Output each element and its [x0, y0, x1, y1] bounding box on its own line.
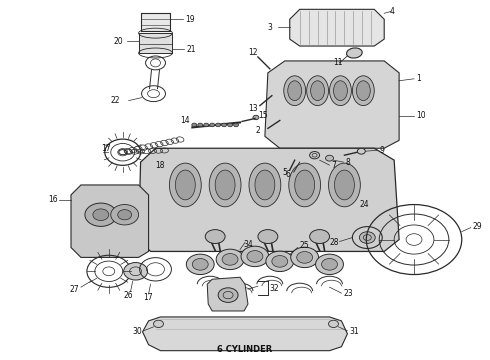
Circle shape [192, 258, 208, 270]
Bar [141, 13, 171, 31]
Polygon shape [143, 317, 347, 351]
Text: 30: 30 [133, 327, 143, 336]
Circle shape [316, 254, 343, 275]
Circle shape [291, 247, 318, 267]
Ellipse shape [205, 230, 225, 243]
Circle shape [204, 123, 209, 127]
Text: 14: 14 [180, 116, 190, 125]
Ellipse shape [352, 76, 374, 105]
Circle shape [266, 251, 294, 271]
Polygon shape [71, 185, 148, 257]
Circle shape [297, 252, 313, 263]
Text: 20: 20 [114, 37, 123, 46]
Ellipse shape [170, 163, 201, 207]
Text: 34: 34 [243, 240, 253, 249]
Ellipse shape [356, 81, 370, 100]
Circle shape [198, 123, 203, 127]
Text: 12: 12 [248, 49, 257, 58]
Text: 19: 19 [185, 15, 195, 24]
Text: 2: 2 [256, 126, 261, 135]
Ellipse shape [334, 81, 347, 100]
Ellipse shape [346, 48, 362, 58]
Text: 25: 25 [300, 241, 309, 250]
Circle shape [186, 254, 214, 275]
Circle shape [253, 115, 259, 120]
Text: 22: 22 [111, 96, 120, 105]
Text: 4: 4 [389, 7, 394, 16]
Circle shape [352, 226, 382, 248]
Text: 16: 16 [48, 195, 58, 204]
Ellipse shape [258, 230, 278, 243]
Text: 11: 11 [334, 58, 343, 67]
Text: 10: 10 [416, 111, 426, 120]
Circle shape [216, 123, 220, 127]
Circle shape [85, 203, 117, 226]
Text: 6 CYLINDER: 6 CYLINDER [218, 345, 272, 354]
Circle shape [227, 123, 233, 127]
Ellipse shape [215, 170, 235, 200]
Text: 26: 26 [123, 291, 133, 300]
Text: 17: 17 [101, 144, 110, 153]
Circle shape [153, 320, 164, 328]
Text: 28: 28 [329, 238, 339, 247]
Ellipse shape [329, 76, 351, 105]
Circle shape [192, 123, 197, 127]
Text: 15: 15 [258, 111, 268, 120]
Ellipse shape [311, 81, 324, 100]
Ellipse shape [335, 170, 354, 200]
Text: 13: 13 [248, 104, 258, 113]
Circle shape [222, 253, 238, 265]
Circle shape [111, 204, 139, 225]
Circle shape [359, 232, 375, 243]
Polygon shape [290, 9, 384, 46]
Ellipse shape [175, 170, 196, 200]
Circle shape [218, 288, 238, 302]
Ellipse shape [255, 170, 275, 200]
Ellipse shape [294, 170, 315, 200]
Circle shape [234, 123, 239, 127]
Text: 18: 18 [155, 161, 165, 170]
Circle shape [93, 209, 109, 221]
Text: 17: 17 [144, 293, 153, 302]
Circle shape [310, 152, 319, 159]
Text: 23: 23 [343, 289, 353, 298]
Circle shape [357, 148, 366, 154]
Circle shape [221, 123, 226, 127]
Ellipse shape [310, 230, 329, 243]
Circle shape [118, 210, 132, 220]
Text: 31: 31 [349, 327, 359, 336]
Ellipse shape [328, 163, 360, 207]
Polygon shape [207, 277, 248, 311]
Text: 1: 1 [416, 74, 421, 83]
Bar [139, 33, 172, 53]
Text: 24: 24 [359, 200, 369, 209]
Ellipse shape [209, 163, 241, 207]
Ellipse shape [289, 163, 320, 207]
Circle shape [321, 258, 338, 270]
Ellipse shape [249, 163, 281, 207]
Circle shape [325, 155, 334, 161]
Circle shape [247, 251, 263, 262]
Text: 8: 8 [345, 158, 350, 167]
Ellipse shape [284, 76, 306, 105]
Circle shape [241, 246, 269, 267]
Text: 29: 29 [473, 222, 482, 231]
Circle shape [210, 123, 215, 127]
Text: 3: 3 [268, 23, 273, 32]
Circle shape [123, 262, 147, 280]
Text: 32: 32 [270, 284, 279, 293]
Circle shape [328, 320, 339, 328]
Text: 9: 9 [379, 146, 384, 155]
Circle shape [216, 249, 244, 270]
Ellipse shape [307, 76, 328, 105]
Text: 7: 7 [332, 161, 336, 170]
Text: 6: 6 [286, 170, 291, 179]
Polygon shape [265, 61, 399, 148]
Circle shape [272, 256, 288, 267]
Text: 21: 21 [186, 45, 196, 54]
Text: 27: 27 [69, 285, 78, 294]
Ellipse shape [288, 81, 302, 100]
Polygon shape [139, 148, 399, 251]
Text: 5: 5 [283, 167, 288, 176]
